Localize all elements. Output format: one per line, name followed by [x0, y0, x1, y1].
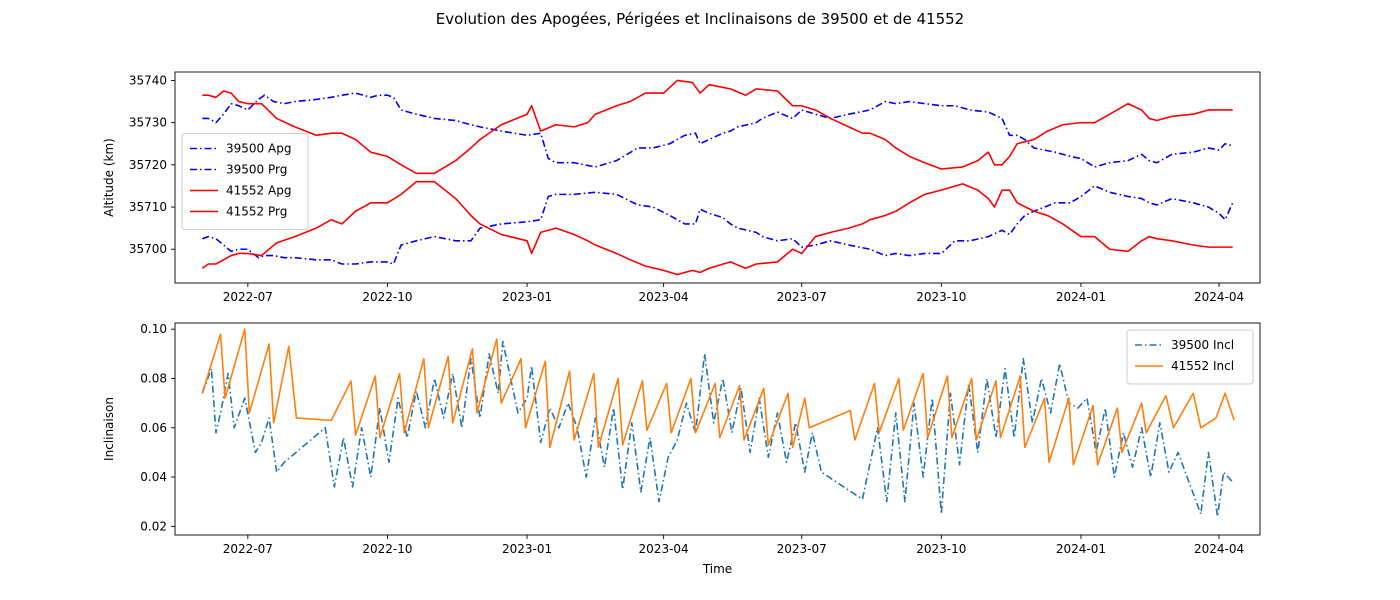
- altitude-panel: 2022-07 2022-10 2023-01 2023-04 2023-07 2023-…: [102, 71, 1261, 304]
- x-tick-label: 2023-01: [502, 542, 552, 556]
- y-tick-label: 35720: [129, 158, 167, 172]
- series-line-39500-prg: [202, 185, 1234, 265]
- series-line-39500-apg: [202, 92, 1233, 168]
- x-tick-label: 2024-01: [1056, 542, 1106, 556]
- y-tick-label: 0.08: [140, 371, 167, 385]
- x-tick-label: 2023-04: [639, 542, 689, 556]
- series-line-41552-apg: [202, 79, 1233, 175]
- legend-entry: 41552 Prg: [226, 205, 287, 219]
- x-tick-label: 2023-04: [639, 290, 689, 304]
- axes-frame: [174, 71, 1261, 284]
- x-tick-label: 2024-01: [1056, 290, 1106, 304]
- y-tick-label: 0.02: [140, 519, 167, 533]
- y-axis-label: Altitude (km): [102, 138, 116, 217]
- series-line-39500-incl: [201, 340, 1234, 518]
- y-tick-label: 0.04: [140, 470, 167, 484]
- x-tick-label: 2022-10: [362, 290, 412, 304]
- axes-frame: [174, 322, 1261, 536]
- inclination-panel: 2022-07 2022-10 2023-01 2023-04 2023-07 2023-…: [102, 322, 1261, 576]
- legend: 39500 Incl 41552 Incl: [1126, 329, 1254, 385]
- x-tick-label: 2022-07: [223, 542, 273, 556]
- x-tick-label: 2023-01: [502, 290, 552, 304]
- legend-box: [1126, 329, 1254, 385]
- y-tick-label: 0.10: [140, 322, 167, 336]
- x-tick-label: 2022-07: [223, 290, 273, 304]
- y-tick-label: 35740: [129, 73, 167, 87]
- y-tick-label: 0.06: [140, 421, 167, 435]
- legend-entry: 39500 Apg: [226, 142, 291, 156]
- y-axis-label: Inclinaison: [102, 397, 116, 461]
- legend-box: [181, 133, 309, 230]
- x-tick-label: 2024-04: [1194, 290, 1244, 304]
- legend-entry: 41552 Apg: [226, 184, 291, 198]
- y-tick-label: 35710: [129, 200, 167, 214]
- legend: 39500 Apg 39500 Prg 41552 Apg 41552 Prg: [181, 133, 309, 230]
- x-axis-label: Time: [702, 562, 732, 576]
- figure-title: Evolution des Apogées, Périgées et Incli…: [436, 10, 964, 28]
- y-tick-label: 35730: [129, 116, 167, 130]
- x-tick-label: 2023-10: [916, 542, 966, 556]
- legend-entry: 39500 Incl: [1171, 338, 1234, 352]
- legend-entry: 39500 Prg: [226, 163, 287, 177]
- legend-entry: 41552 Incl: [1171, 359, 1234, 373]
- x-tick-label: 2023-07: [777, 290, 827, 304]
- series-line-41552-incl: [201, 328, 1235, 466]
- series-line-41552-prg: [201, 180, 1233, 276]
- x-tick-label: 2023-10: [916, 290, 966, 304]
- x-tick-label: 2022-10: [362, 542, 412, 556]
- y-tick-label: 35700: [129, 242, 167, 256]
- x-tick-label: 2023-07: [777, 542, 827, 556]
- x-tick-label: 2024-04: [1194, 542, 1244, 556]
